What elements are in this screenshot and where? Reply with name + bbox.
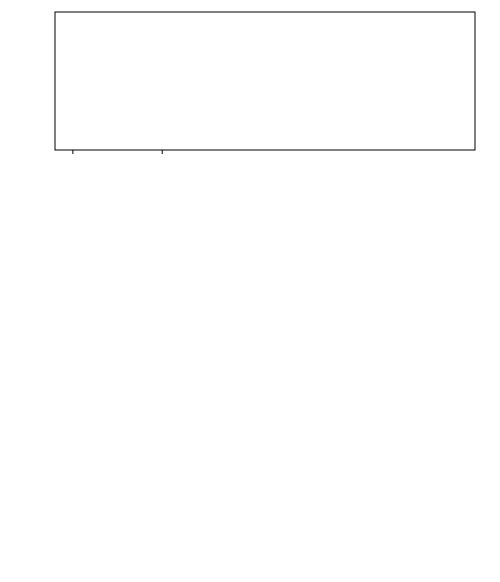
svg-rect-0 (55, 12, 475, 150)
